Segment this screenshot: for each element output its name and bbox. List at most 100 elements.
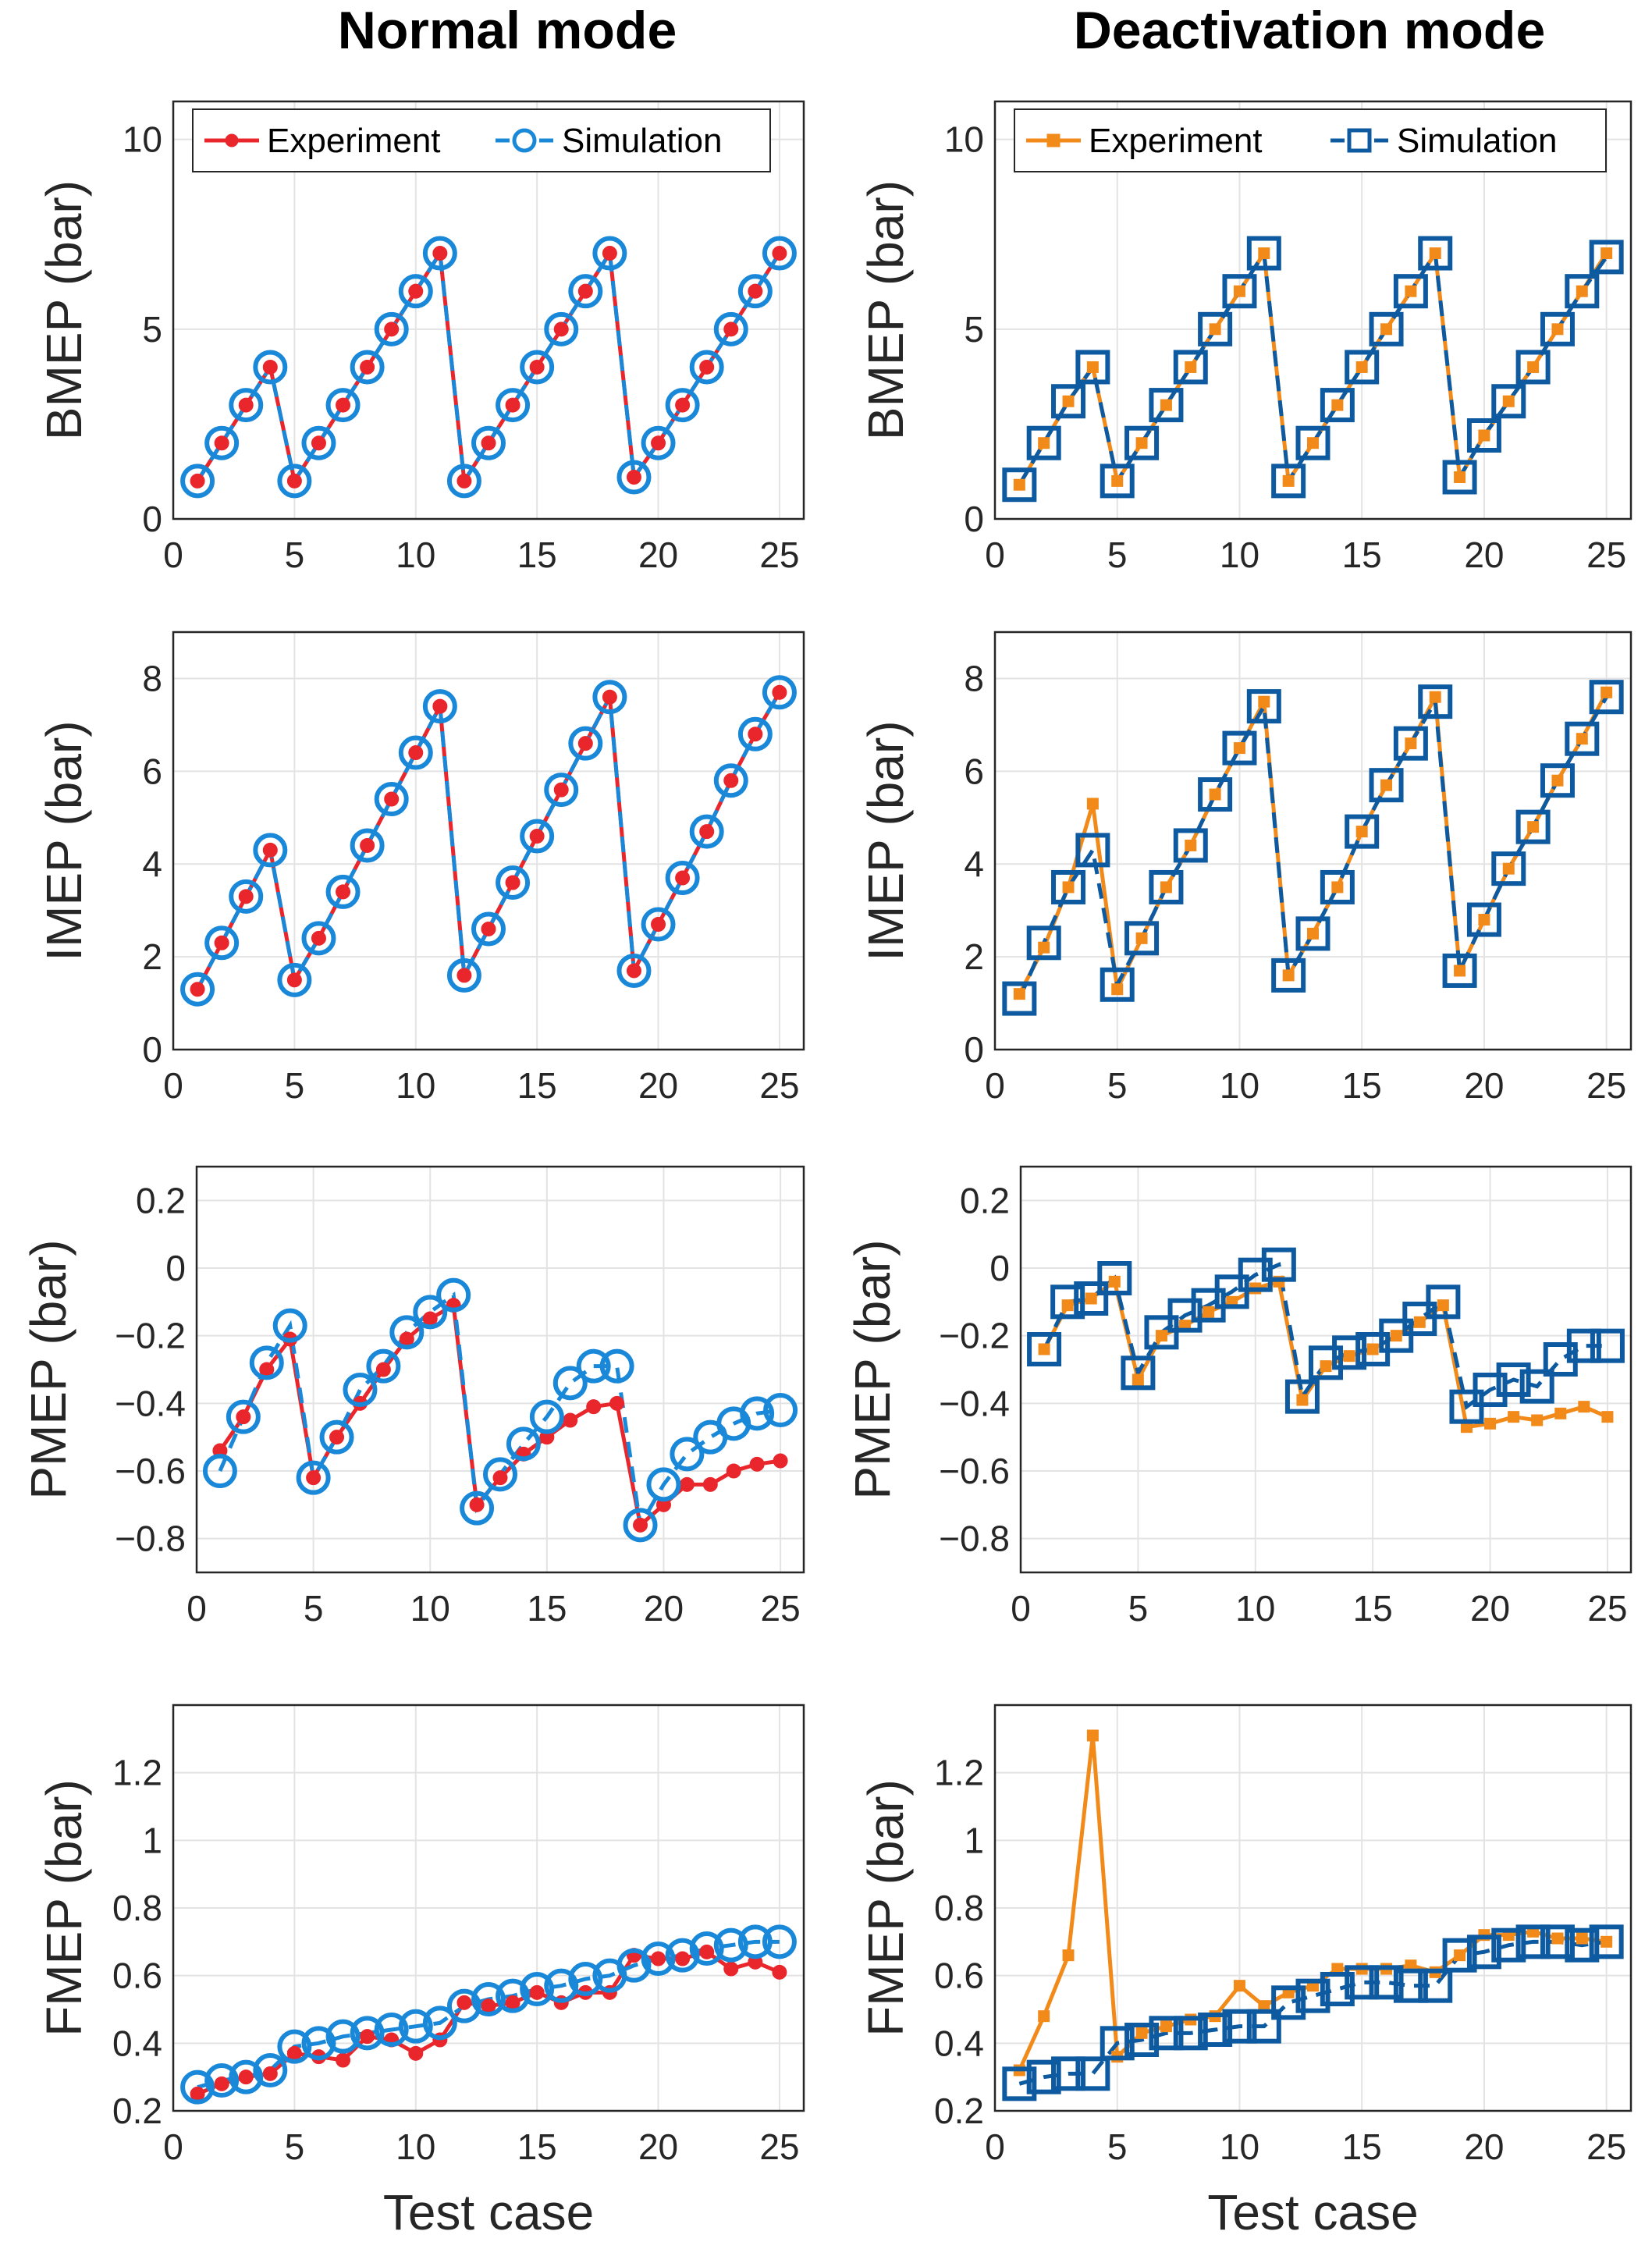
simulation-point [325,874,361,909]
experiment-point [259,1362,275,1377]
experiment-point [492,1470,508,1486]
simulation-point [422,236,457,271]
simulation-point [1075,833,1110,868]
y-axis-label: PMEP (bar) [20,1239,76,1499]
experiment-point [214,435,229,451]
legend-box [1014,108,1607,172]
title-deactivation-mode: Deactivation mode [1074,1,1546,60]
simulation-point [599,1348,634,1384]
simulation-point [641,425,676,460]
experiment-point [481,435,496,451]
simulation-point [398,735,433,770]
experiment-point [238,2069,254,2085]
experiment-point [1062,881,1075,894]
x-tick-label: 25 [760,1588,800,1629]
y-tick-label: 0 [964,1029,984,1070]
experiment-point [1135,437,1148,449]
y-tick-label: −0.4 [115,1383,186,1423]
grid [172,1705,804,2112]
simulation-point [1393,274,1428,309]
experiment-point [626,470,641,485]
simulation-point [689,350,724,385]
x-tick-label: 20 [638,2126,678,2167]
simulation-point [665,1938,700,1973]
simulation-point [737,716,773,751]
simulation-point [1496,1362,1531,1397]
experiment-point [190,2086,205,2101]
y-tick-label: 8 [964,658,984,698]
experiment-point [1331,399,1344,411]
simulation-point [226,1399,261,1434]
simulation-point [1466,1934,1501,1970]
experiment-point [602,689,617,705]
simulation-point [1320,869,1355,904]
experiment-point [262,842,278,858]
simulation-point [1442,953,1477,988]
y-axis-label: IMEP (bar) [858,720,914,961]
x-tick-label: 15 [517,1065,557,1106]
simulation-point [1442,460,1477,495]
experiment-point [1429,247,1441,260]
simulation-point [471,1982,506,2016]
legend-experiment-label: Experiment [267,122,441,160]
experiment-point [1478,914,1490,926]
simulation-point [1295,1978,1330,2013]
simulation-point [471,911,506,947]
simulation-point [496,1978,531,2013]
series-line-experiment [1018,1733,1607,2072]
experiment-point [329,1430,345,1445]
experiment-point [1576,1932,1588,1945]
experiment-point [1038,1343,1050,1355]
experiment-point [286,473,302,489]
simulation-point [1051,2056,1086,2091]
experiment-point [1160,2020,1172,2033]
simulation-point [413,1295,448,1330]
simulation-point [319,1419,354,1455]
x-tick-label: 5 [285,535,305,575]
simulation-point [1002,467,1037,503]
simulation-point [1491,851,1526,886]
simulation-point [1246,689,1281,724]
y-tick-label: 0.4 [934,2023,984,2063]
experiment-point [214,2076,229,2091]
x-tick-label: 15 [1342,535,1382,575]
x-tick-label: 10 [396,535,435,575]
simulation-point [1222,2009,1257,2044]
simulation-point [1589,680,1624,715]
experiment-point [1551,323,1564,336]
experiment-point [1454,471,1466,483]
y-tick-label: 0.2 [112,2091,162,2131]
simulation-point [1466,418,1501,453]
x-tick-label: 10 [396,1065,435,1106]
simulation-point [1442,1938,1477,1973]
chart-deact-imep: 0 5 10 15 20 25 0 2 4 6 8 IMEP (bar) [858,631,1632,1106]
experiment-point [1502,395,1515,407]
experiment-point [408,2045,424,2061]
y-tick-label: 0.6 [112,1956,162,1996]
x-tick-label: 10 [1235,1588,1275,1629]
x-tick-label: 5 [1107,535,1128,575]
experiment-point [1062,395,1075,407]
simulation-point [253,2053,288,2087]
experiment-point [1160,881,1172,894]
simulation-point [1515,350,1551,385]
experiment-point [399,1331,414,1347]
y-tick-label: 4 [142,844,162,884]
simulation-point [1121,1355,1156,1391]
experiment-point [238,889,254,904]
simulation-point [506,1426,541,1462]
simulation-point [1295,916,1330,951]
y-tick-label: −0.4 [939,1383,1010,1423]
simulation-point [520,1972,555,2006]
x-tick-label: 10 [1220,2126,1259,2167]
experiment-point [1307,927,1319,940]
simulation-point [1393,1968,1428,2003]
experiment-point [1478,429,1490,442]
y-axis-label: BMEP (bar) [36,180,92,440]
y-tick-label: 4 [964,844,984,884]
y-tick-label: 5 [964,309,984,350]
experiment-point [469,1497,485,1512]
simulation-point [180,972,215,1007]
y-tick-label: −0.6 [939,1451,1010,1491]
y-tick-label: 2 [964,936,984,977]
